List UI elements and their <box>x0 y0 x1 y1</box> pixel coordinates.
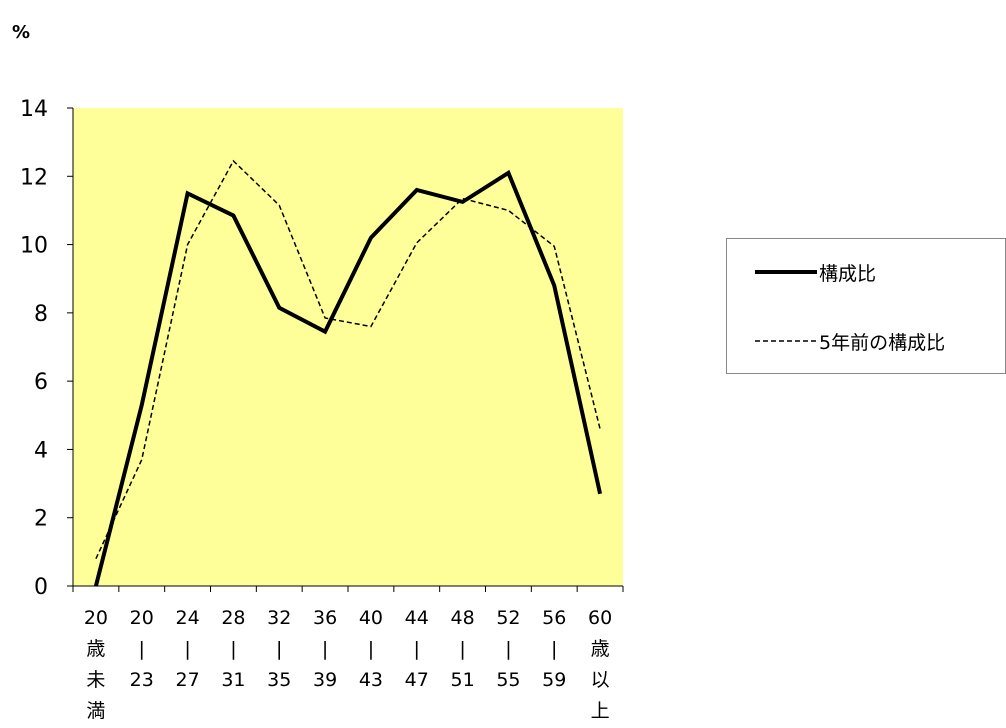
legend: 構成比 5年前の構成比 <box>726 238 1006 374</box>
y-tick-label: 4 <box>34 438 48 463</box>
x-tick-label-line: 55 <box>496 669 520 691</box>
x-tick-label-line: 51 <box>450 669 474 691</box>
x-tick-label: 48 | 51 <box>450 607 474 691</box>
x-tick-label: 52 | 55 <box>496 607 520 691</box>
x-tick-label-line: 歳 <box>86 638 105 660</box>
x-tick-label-line: | <box>459 638 465 660</box>
x-tick-label-line: 44 <box>405 607 429 629</box>
y-tick-label: 0 <box>34 575 48 600</box>
x-tick-label: 20 歳未満 <box>84 607 108 722</box>
y-tick-label: 10 <box>20 234 48 259</box>
series-line-0 <box>93 169 603 587</box>
legend-swatch-solid <box>755 270 817 274</box>
x-tick-label: 36 | 39 <box>313 607 337 691</box>
y-axis: 0 2 4 6 8 10 12 14 <box>20 97 74 600</box>
x-tick-label-line: | <box>184 638 190 660</box>
y-axis-unit-label: % <box>12 22 30 43</box>
x-tick-label-line: 23 <box>130 669 154 691</box>
y-tick-label: 14 <box>20 97 48 122</box>
x-tick-label-line: 35 <box>267 669 291 691</box>
x-tick-label: 32 | 35 <box>267 607 291 691</box>
x-tick-label-line: 以 <box>591 669 610 691</box>
legend-swatch-dashed <box>755 340 817 342</box>
x-tick-label-line: 32 <box>267 607 291 629</box>
x-tick-label-line: 28 <box>221 607 245 629</box>
x-tick-label-line: 歳 <box>591 638 610 660</box>
x-tick-label: 28 | 31 <box>221 607 245 691</box>
x-tick-label-line: 40 <box>359 607 383 629</box>
x-tick-label-line: 48 <box>450 607 474 629</box>
x-tick-label: 44 | 47 <box>405 607 429 691</box>
x-tick-label-line: 47 <box>405 669 429 691</box>
x-tick-label-line: 31 <box>221 669 245 691</box>
x-tick-label-line: 24 <box>175 607 199 629</box>
x-tick-label-line: 未 <box>86 669 105 691</box>
x-tick-label-line: 43 <box>359 669 383 691</box>
x-tick-label-line: 20 <box>130 607 154 629</box>
x-tick-label-line: | <box>414 638 420 660</box>
x-tick-label-line: | <box>505 638 511 660</box>
y-tick-label: 6 <box>34 370 48 395</box>
y-tick-label: 8 <box>34 302 48 327</box>
x-tick-label-line: 60 <box>588 607 612 629</box>
x-axis: 20歳未満20|2324|2728|3132|3536|3940|4344|47… <box>72 585 624 722</box>
x-tick-label-line: 満 <box>86 700 105 722</box>
x-tick-label: 24 | 27 <box>175 607 199 691</box>
x-tick-label-line: 59 <box>542 669 566 691</box>
y-tick-label: 2 <box>34 507 48 532</box>
x-tick-label-line: | <box>230 638 236 660</box>
x-tick-label-line: 56 <box>542 607 566 629</box>
x-tick-label-line: | <box>139 638 145 660</box>
x-tick-label: 56 | 59 <box>542 607 566 691</box>
x-tick-label: 40 | 43 <box>359 607 383 691</box>
legend-item-series-1: 5年前の構成比 <box>755 329 946 354</box>
legend-item-series-0: 構成比 <box>755 260 877 285</box>
x-tick-label-line: 27 <box>175 669 199 691</box>
x-tick-label: 60 歳以上 <box>588 607 612 722</box>
x-tick-label-line: | <box>322 638 328 660</box>
series-line-1 <box>95 159 601 560</box>
x-tick-label-line: | <box>368 638 374 660</box>
legend-label-series-0: 構成比 <box>819 262 877 285</box>
x-tick-label-line: 52 <box>496 607 520 629</box>
x-tick-label-line: | <box>276 638 282 660</box>
x-tick-label: 20 | 23 <box>130 607 154 691</box>
legend-label-series-1: 5年前の構成比 <box>819 331 946 354</box>
series-layer <box>93 159 603 587</box>
plot-area <box>73 108 623 586</box>
y-tick-label: 12 <box>20 165 48 190</box>
x-tick-label-line: 上 <box>591 700 610 722</box>
x-tick-label-line: 20 <box>84 607 108 629</box>
x-tick-label-line: 39 <box>313 669 337 691</box>
x-tick-label-line: | <box>551 638 557 660</box>
x-tick-label-line: 36 <box>313 607 337 629</box>
